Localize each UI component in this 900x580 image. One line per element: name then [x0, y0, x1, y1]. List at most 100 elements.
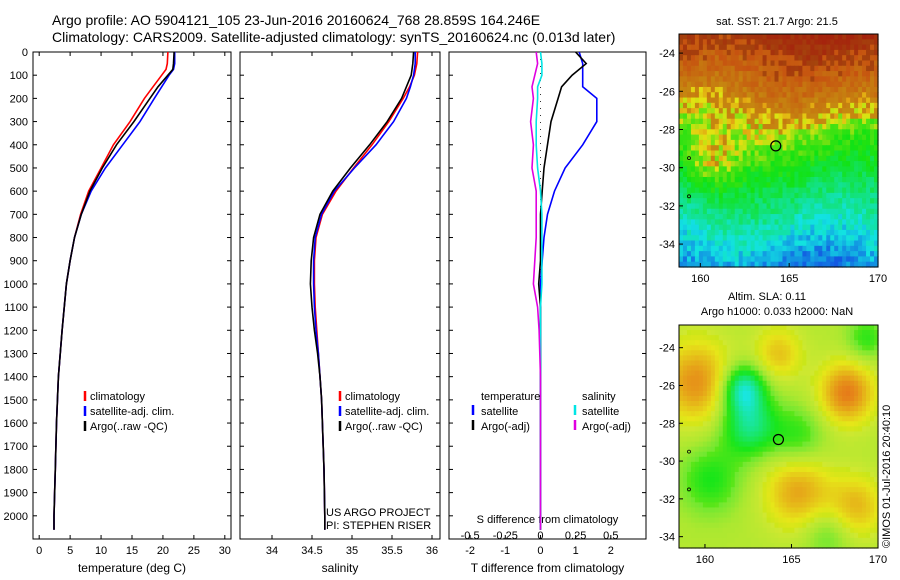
heatmap-cell	[682, 497, 688, 503]
heatmap-cell	[770, 325, 776, 331]
heatmap-cell	[750, 60, 756, 67]
heatmap-cell	[738, 251, 744, 258]
heatmap-cell	[718, 542, 724, 549]
heatmap-cell	[750, 118, 756, 125]
heatmap-cell	[858, 256, 863, 263]
heatmap-cell	[754, 522, 760, 529]
heatmap-cell	[810, 411, 815, 417]
heatmap-cell	[714, 421, 720, 427]
heatmap-cell	[778, 375, 784, 382]
heatmap-cell	[786, 86, 792, 93]
heatmap-cell	[754, 537, 760, 544]
heatmap-cell	[746, 325, 752, 331]
heatmap-cell	[794, 431, 799, 438]
heatmap-cell	[870, 380, 875, 387]
heatmap-cell	[830, 431, 835, 438]
heatmap-cell	[726, 176, 732, 183]
x-tick-label: 5	[67, 545, 73, 557]
heatmap-cell	[842, 355, 847, 362]
heatmap-cell	[870, 477, 875, 483]
heatmap-cell	[730, 330, 736, 336]
heatmap-cell	[854, 81, 859, 88]
heatmap-cell	[802, 44, 807, 51]
heatmap-cell	[754, 451, 760, 458]
heatmap-cell	[798, 395, 803, 402]
heatmap-cell	[786, 330, 792, 336]
heatmap-cell	[710, 245, 716, 252]
heatmap-cell	[734, 360, 740, 367]
heatmap-cell	[850, 370, 855, 377]
heatmap-cell	[738, 214, 744, 220]
heatmap-cell	[726, 542, 732, 549]
heatmap-cell	[842, 441, 847, 448]
heatmap-cell	[694, 385, 700, 392]
heatmap-cell	[814, 375, 819, 382]
heatmap-cell	[858, 155, 863, 162]
heatmap-cell	[814, 161, 819, 167]
heatmap-cell	[726, 335, 732, 341]
heatmap-cell	[854, 497, 859, 503]
heatmap-cell	[702, 375, 708, 382]
heatmap-cell	[770, 145, 776, 152]
heatmap-cell	[822, 203, 827, 210]
heatmap-cell	[754, 49, 760, 56]
heatmap-cell	[774, 214, 780, 220]
heatmap-cell	[774, 401, 780, 407]
heatmap-cell	[822, 76, 827, 83]
heatmap-cell	[818, 522, 823, 529]
heatmap-cell	[698, 245, 704, 252]
heatmap-cell	[782, 416, 788, 422]
heatmap-cell	[802, 335, 807, 341]
heatmap-cell	[810, 145, 815, 152]
heatmap-cell	[742, 129, 748, 136]
heatmap-cell	[722, 240, 728, 247]
heatmap-cell	[774, 477, 780, 483]
heatmap-cell	[679, 466, 684, 473]
heatmap-cell	[690, 224, 696, 231]
heatmap-cell	[758, 492, 764, 498]
heatmap-cell	[818, 235, 823, 242]
series-line-climatology	[53, 52, 169, 530]
heatmap-cell	[730, 97, 736, 104]
heatmap-cell	[870, 537, 875, 544]
heatmap-cell	[730, 240, 736, 247]
heatmap-cell	[790, 182, 796, 189]
heatmap-cell	[698, 261, 704, 268]
heatmap-cell	[842, 370, 847, 377]
heatmap-cell	[818, 466, 823, 473]
heatmap-cell	[858, 245, 863, 252]
heatmap-cell	[802, 166, 807, 173]
heatmap-cell	[806, 240, 811, 247]
heatmap-cell	[862, 492, 867, 498]
heatmap-cell	[746, 102, 752, 109]
heatmap-cell	[854, 522, 859, 529]
heatmap-cell	[754, 517, 760, 524]
heatmap-cell	[750, 171, 756, 178]
heatmap-cell	[730, 451, 736, 458]
heatmap-cell	[698, 451, 704, 458]
heatmap-cell	[798, 355, 803, 362]
heatmap-cell	[726, 150, 732, 157]
heatmap-cell	[746, 401, 752, 407]
heatmap-cell	[770, 401, 776, 407]
heatmap-cell	[782, 345, 788, 351]
heatmap-cell	[738, 229, 744, 236]
heatmap-cell	[738, 355, 744, 362]
heatmap-cell	[754, 482, 760, 488]
heatmap-cell	[838, 466, 843, 473]
heatmap-cell	[770, 471, 776, 478]
heatmap-cell	[694, 44, 700, 51]
heatmap-cell	[826, 456, 831, 463]
heatmap-cell	[782, 487, 788, 493]
heatmap-cell	[742, 113, 748, 120]
heatmap-cell	[734, 81, 740, 88]
heatmap-cell	[758, 97, 764, 104]
heatmap-cell	[746, 466, 752, 473]
heatmap-cell	[774, 240, 780, 247]
heatmap-cell	[766, 71, 772, 77]
heatmap-cell	[774, 492, 780, 498]
heatmap-cell	[750, 34, 756, 40]
heatmap-cell	[746, 441, 752, 448]
heatmap-cell	[874, 208, 879, 215]
heatmap-cell	[726, 522, 732, 529]
